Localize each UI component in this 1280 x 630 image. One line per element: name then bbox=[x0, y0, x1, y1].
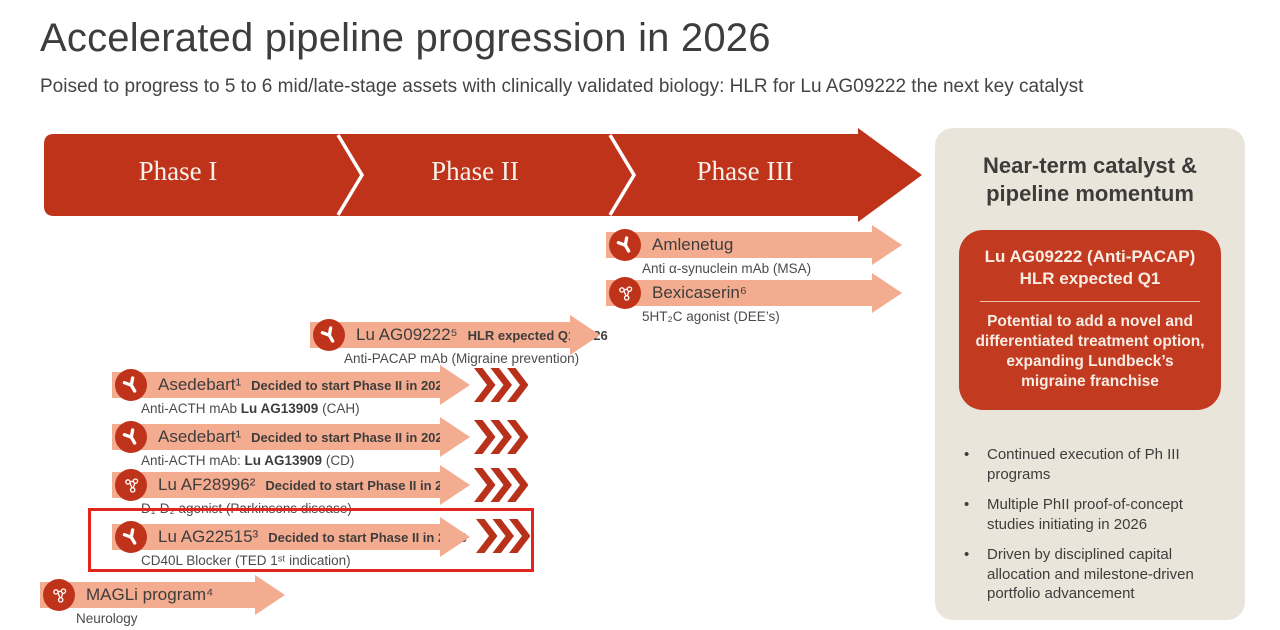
panel-bullet-list: Continued execution of Ph III programs M… bbox=[961, 445, 1227, 615]
molecule-icon bbox=[609, 277, 641, 309]
bullet-item: Multiple PhII proof-of-concept studies i… bbox=[961, 495, 1227, 534]
asset-subtitle: Anti-ACTH mAb Lu AG13909 (CAH) bbox=[141, 401, 360, 416]
arrow-head bbox=[440, 417, 470, 457]
asset-subtitle: 5HT₂C agonist (DEE’s) bbox=[642, 309, 780, 324]
bullet-item: Driven by disciplined capital allocation… bbox=[961, 545, 1227, 604]
arrow-head bbox=[440, 465, 470, 505]
arrow-shaft: Bexicaserin⁶ bbox=[606, 280, 872, 306]
asset-subtitle: Anti-ACTH mAb: Lu AG13909 (CD) bbox=[141, 453, 354, 468]
subtitle-text: Neurology bbox=[76, 611, 138, 626]
fast-forward-chevrons-icon bbox=[474, 420, 528, 454]
page-subtitle: Poised to progress to 5 to 6 mid/late-st… bbox=[40, 76, 1084, 97]
fast-forward-chevrons-icon bbox=[476, 519, 530, 553]
pipeline-row-lu-ag22515: Lu AG22515³ Decided to start Phase II in… bbox=[112, 517, 470, 557]
asset-name: Lu AF28996² bbox=[158, 475, 256, 494]
pipeline-row-lu-af28996: Lu AF28996² Decided to start Phase II in… bbox=[112, 465, 470, 505]
subtitle-text: 5HT₂C agonist (DEE’s) bbox=[642, 309, 780, 324]
catalyst-body: Potential to add a novel and differentia… bbox=[975, 313, 1205, 390]
phase-2-label: Phase II bbox=[431, 156, 519, 186]
phase-band-arrow-shape bbox=[44, 128, 922, 222]
panel-title: Near-term catalyst & pipeline momentum bbox=[983, 153, 1197, 206]
near-term-catalyst-panel: Near-term catalyst & pipeline momentum L… bbox=[935, 128, 1245, 620]
pipeline-row-lu-ag09222: Lu AG09222⁵ HLR expected Q1 2026 bbox=[310, 315, 608, 355]
asset-note: Decided to start Phase II in 2026 bbox=[265, 477, 465, 493]
asset-name: Amlenetug bbox=[652, 235, 734, 254]
asset-subtitle: CD40L Blocker (TED 1ˢᵗ indication) bbox=[141, 553, 351, 568]
bullet-item: Continued execution of Ph III programs bbox=[961, 445, 1227, 484]
page-title: Accelerated pipeline progression in 2026 bbox=[40, 16, 771, 60]
asset-subtitle: Anti-PACAP mAb (Migraine prevention) bbox=[344, 351, 579, 366]
arrow-shaft: Asedebart¹ Decided to start Phase II in … bbox=[112, 424, 450, 450]
catalyst-highlight-box: Lu AG09222 (Anti-PACAP) HLR expected Q1 … bbox=[959, 230, 1221, 410]
subtitle-text: Anti α-synuclein mAb (MSA) bbox=[642, 261, 812, 276]
pipeline-row-bexicaserin: Bexicaserin⁶ bbox=[606, 273, 902, 313]
pipeline-row-amlenetug: Amlenetug bbox=[606, 225, 902, 265]
arrow-shaft: Lu AF28996² Decided to start Phase II in… bbox=[112, 472, 464, 498]
subtitle-tail: (CD) bbox=[322, 453, 355, 468]
asset-note: Decided to start Phase II in 2026 bbox=[268, 529, 467, 545]
asset-note: Decided to start Phase II in 2026 bbox=[251, 377, 450, 393]
antibody-icon bbox=[115, 421, 147, 453]
subtitle-text: Anti-ACTH mAb bbox=[141, 401, 241, 416]
subtitle-text: Anti-ACTH mAb: bbox=[141, 453, 245, 468]
arrow-shaft: Lu AG22515³ Decided to start Phase II in… bbox=[112, 524, 467, 550]
asset-name: Asedebart¹ bbox=[158, 375, 242, 394]
arrow-head bbox=[440, 365, 470, 405]
phase-3-label: Phase III bbox=[696, 156, 794, 186]
phase-band: Phase I Phase II Phase III bbox=[38, 128, 922, 222]
asset-name: Lu AG09222⁵ bbox=[356, 325, 458, 344]
arrow-shaft: Amlenetug bbox=[606, 232, 872, 258]
asset-subtitle: Neurology bbox=[76, 611, 138, 626]
divider bbox=[980, 301, 1200, 303]
pipeline-row-asedebart-cah: Asedebart¹ Decided to start Phase II in … bbox=[112, 365, 470, 405]
asset-subtitle: Anti α-synuclein mAb (MSA) bbox=[642, 261, 811, 276]
subtitle-text: CD40L Blocker (TED 1ˢᵗ indication) bbox=[141, 553, 351, 568]
arrow-head bbox=[570, 315, 600, 355]
arrow-shaft: Lu AG09222⁵ HLR expected Q1 2026 bbox=[310, 322, 608, 348]
pipeline-row-asedebart-cd: Asedebart¹ Decided to start Phase II in … bbox=[112, 417, 470, 457]
asset-name: Lu AG22515³ bbox=[158, 527, 259, 546]
fast-forward-chevrons-icon bbox=[474, 368, 528, 402]
antibody-icon bbox=[609, 229, 641, 261]
pipeline-row-magli-program: MAGLi program⁴ bbox=[40, 575, 285, 615]
antibody-icon bbox=[115, 521, 147, 553]
antibody-icon bbox=[313, 319, 345, 351]
arrow-shaft: Asedebart¹ Decided to start Phase II in … bbox=[112, 372, 450, 398]
arrow-head bbox=[255, 575, 285, 615]
arrow-head bbox=[872, 273, 902, 313]
subtitle-bold: Lu AG13909 bbox=[240, 401, 319, 416]
catalyst-headline: Lu AG09222 (Anti-PACAP) HLR expected Q1 bbox=[984, 247, 1196, 289]
antibody-icon bbox=[115, 369, 147, 401]
highlight-outline bbox=[88, 508, 534, 572]
phase-1-label: Phase I bbox=[138, 156, 218, 186]
asset-name: MAGLi program⁴ bbox=[86, 585, 214, 604]
arrow-shaft: MAGLi program⁴ bbox=[40, 582, 255, 608]
molecule-icon bbox=[43, 579, 75, 611]
subtitle-bold: Lu AG13909 bbox=[244, 453, 323, 468]
asset-note: Decided to start Phase II in 2026 bbox=[251, 429, 450, 445]
molecule-icon bbox=[115, 469, 147, 501]
arrow-head bbox=[872, 225, 902, 265]
fast-forward-chevrons-icon bbox=[474, 468, 528, 502]
subtitle-tail: (CAH) bbox=[318, 401, 360, 416]
asset-name: Bexicaserin⁶ bbox=[652, 283, 747, 302]
subtitle-text: Anti-PACAP mAb (Migraine prevention) bbox=[344, 351, 580, 366]
asset-name: Asedebart¹ bbox=[158, 427, 242, 446]
